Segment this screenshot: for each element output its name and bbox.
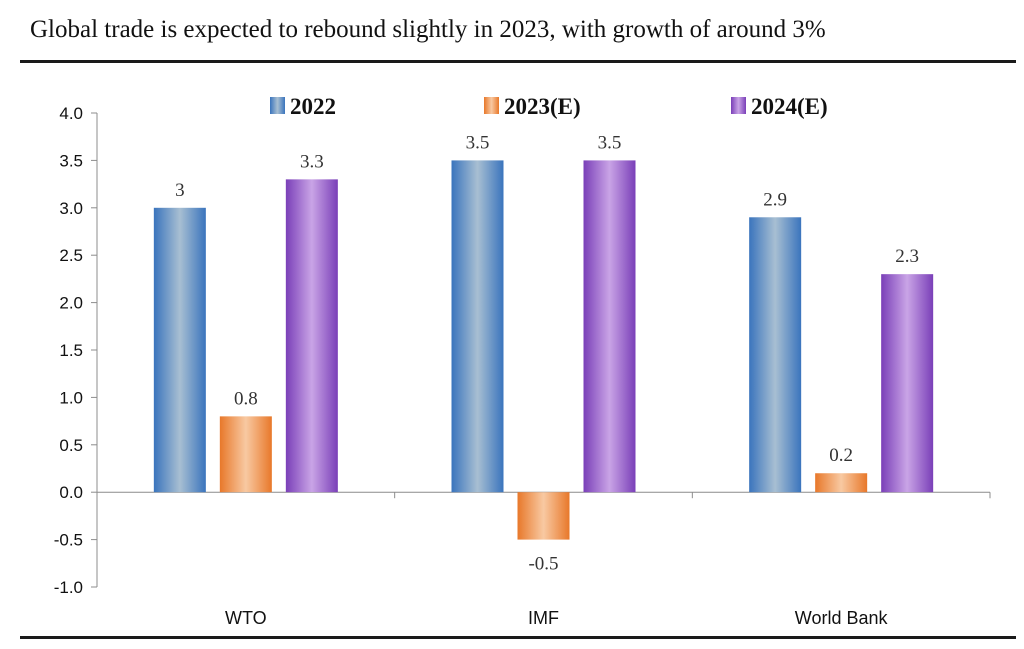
legend-swatch	[731, 97, 746, 114]
data-label: 2.3	[895, 246, 919, 267]
y-tick-label: 2.0	[59, 294, 83, 313]
bars	[153, 160, 934, 540]
y-tick-label: 3.0	[59, 199, 83, 218]
axes: 4.0 3.5 3.0 2.5 2.0 1.5 1.0 0.5 0.0 -0.5 -1.0 WTO IM…	[54, 104, 991, 628]
y-tick-label: 3.5	[59, 151, 83, 170]
bar-2023-e-wto	[219, 416, 272, 493]
data-label: 0.2	[829, 445, 853, 466]
legend-label: 2022	[290, 94, 336, 119]
data-label: 3.3	[300, 151, 324, 172]
legend-label: 2023(E)	[504, 94, 581, 119]
legend-label: 2024(E)	[751, 94, 828, 119]
chart-title: Global trade is expected to rebound slig…	[30, 16, 826, 43]
y-tick-label: -0.5	[54, 531, 83, 550]
legend: 2022 2023(E) 2024(E)	[270, 94, 828, 119]
bar-2024-e-wto	[285, 179, 338, 493]
data-label: 3.5	[598, 132, 622, 153]
bar-2023-e-world-bank	[815, 473, 868, 493]
data-label: -0.5	[528, 554, 558, 575]
legend-swatch	[270, 97, 285, 114]
bar-2022-world-bank	[749, 217, 802, 493]
data-label: 0.8	[234, 388, 258, 409]
y-tick-label: 1.0	[59, 388, 83, 407]
y-tick-label: 0.5	[59, 436, 83, 455]
data-label: 2.9	[763, 189, 787, 210]
data-labels: 3 3.5 2.9 0.8 -0.5 0.2 3.3 3.5 2.3	[175, 132, 919, 574]
bottom-rule	[20, 636, 1016, 639]
y-tick-label: 1.5	[59, 341, 83, 360]
y-tick-label: -1.0	[54, 578, 83, 597]
y-tick-label: 2.5	[59, 246, 83, 265]
x-tick-label: WTO	[225, 608, 267, 628]
x-tick-label: World Bank	[795, 608, 889, 628]
bar-2022-wto	[153, 207, 206, 493]
y-tick-label: 4.0	[59, 104, 83, 123]
data-label: 3	[175, 180, 185, 201]
top-rule	[20, 60, 1016, 63]
bar-2023-e-imf	[517, 492, 570, 540]
data-label: 3.5	[466, 132, 490, 153]
x-tick-label: IMF	[528, 608, 559, 628]
bar-2022-imf	[451, 160, 504, 493]
y-tick-label: 0.0	[59, 483, 83, 502]
legend-swatch	[484, 97, 499, 114]
bar-2024-e-imf	[583, 160, 636, 493]
bar-2024-e-world-bank	[881, 274, 934, 493]
